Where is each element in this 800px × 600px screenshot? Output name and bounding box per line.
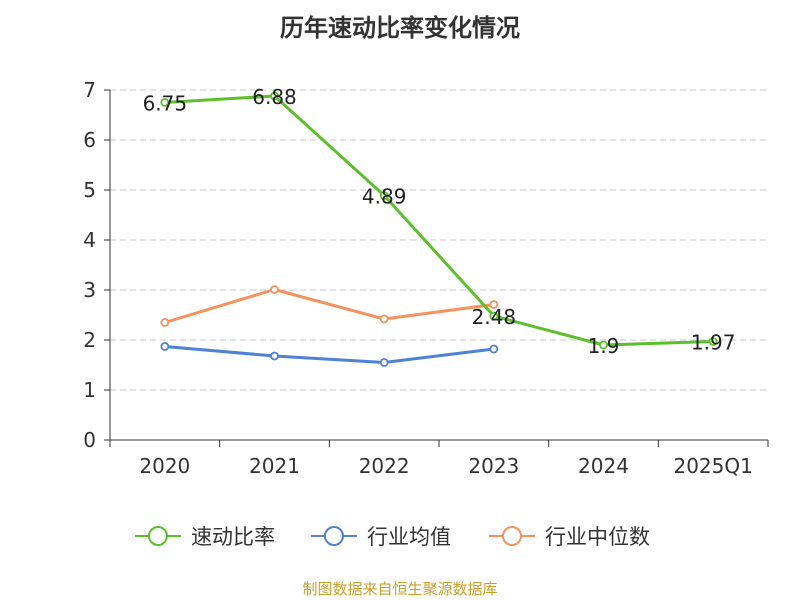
x-tick-label: 2021 [249,454,300,478]
y-tick-label: 4 [83,228,96,252]
y-tick-label: 0 [83,428,96,452]
x-tick-label: 2023 [468,454,519,478]
legend-label: 行业均值 [367,525,451,549]
data-point [489,311,499,321]
y-tick-label: 5 [83,178,96,202]
y-tick-label: 1 [83,378,96,402]
data-point [599,340,608,350]
legend-marker [148,526,168,546]
data-point [379,358,389,367]
data-point [270,285,279,294]
data-label: 2.48 [472,305,517,329]
x-tick-label: 2020 [139,454,190,478]
data-point [489,300,499,309]
x-tick-label: 2022 [359,454,410,478]
data-point [379,314,389,324]
y-tick-label: 3 [83,278,96,302]
series-line [164,345,495,364]
data-point [160,98,170,107]
data-point [160,318,170,327]
data-label: 1.9 [588,334,620,358]
y-tick-label: 2 [83,328,96,352]
data-point [489,344,499,354]
data-point [160,342,170,351]
y-tick-label: 7 [83,78,96,102]
data-point [379,191,389,200]
data-label: 6.88 [252,85,297,109]
legend-label: 速动比率 [191,525,275,549]
data-point [270,351,279,361]
series-line [164,288,495,324]
x-tick-label: 2025Q1 [673,454,752,478]
data-point [270,91,279,101]
legend-marker [324,526,344,546]
legend-marker [502,526,522,546]
chart-title: 历年速动比率变化情况 [280,14,520,42]
data-label: 4.89 [362,185,407,209]
source-note: 制图数据来自恒生聚源数据库 [302,580,498,598]
x-tick-label: 2024 [578,454,629,478]
data-label: 1.97 [691,331,736,355]
legend-label: 行业中位数 [545,525,650,549]
data-label: 6.75 [143,92,188,116]
y-tick-label: 6 [83,128,96,152]
data-point [708,337,718,346]
series-line [164,94,714,347]
